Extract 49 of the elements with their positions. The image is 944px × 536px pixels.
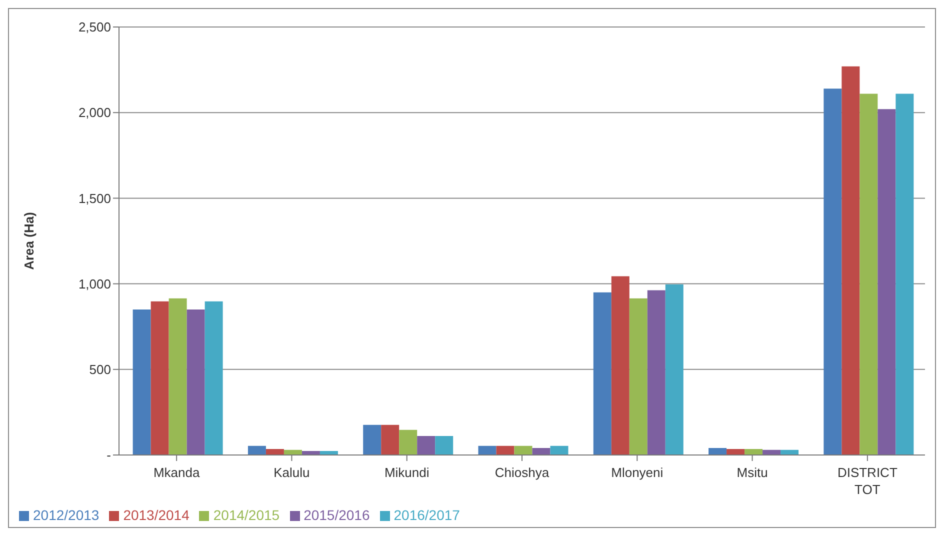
bar — [860, 94, 878, 455]
x-tick-label: DISTRICT TOT — [837, 465, 898, 497]
y-axis-title: Area (Ha) — [22, 212, 37, 270]
bar — [204, 301, 223, 455]
legend-label: 2012/2013 — [33, 507, 100, 523]
bar — [629, 298, 648, 455]
bar — [532, 448, 550, 455]
bar — [399, 430, 418, 455]
bar — [266, 449, 284, 455]
bar — [435, 436, 454, 455]
bar — [168, 298, 187, 455]
bar — [248, 446, 266, 455]
bar — [647, 290, 666, 455]
bar — [514, 446, 532, 455]
bar — [363, 424, 382, 455]
bar — [665, 284, 684, 455]
bar — [150, 301, 169, 455]
bar — [417, 436, 436, 455]
legend-label: 2016/2017 — [394, 507, 460, 523]
legend-label: 2014/2015 — [213, 507, 280, 523]
bar — [132, 309, 151, 455]
bar — [708, 448, 727, 455]
y-tick-label: 1,500 — [78, 190, 111, 206]
bar — [186, 309, 205, 455]
bar — [550, 446, 568, 455]
bar — [824, 88, 842, 455]
x-tick-label: Mkanda — [153, 465, 200, 480]
y-tick-label: - — [106, 448, 111, 463]
y-tick-label: 1,000 — [78, 276, 111, 292]
bar — [593, 292, 612, 455]
x-tick-label: Chioshya — [494, 465, 550, 480]
legend-label: 2013/2014 — [123, 507, 190, 523]
x-tick-label: Mlonyeni — [611, 465, 664, 480]
bar — [496, 446, 514, 455]
bar — [878, 109, 896, 455]
x-tick-label: Mikundi — [384, 465, 430, 480]
bar — [896, 94, 914, 455]
bar — [381, 424, 400, 455]
y-tick-label: 500 — [89, 362, 111, 378]
bar — [726, 449, 745, 455]
y-tick-label: 2,000 — [78, 105, 111, 120]
x-tick-label: Kalulu — [274, 465, 310, 480]
bar — [744, 449, 763, 455]
x-tick-label: Msitu — [736, 465, 768, 480]
bar — [611, 276, 630, 455]
bar — [478, 446, 496, 455]
legend-label: 2015/2016 — [304, 507, 370, 523]
bar — [842, 66, 860, 455]
y-tick-label: 2,500 — [78, 20, 111, 35]
